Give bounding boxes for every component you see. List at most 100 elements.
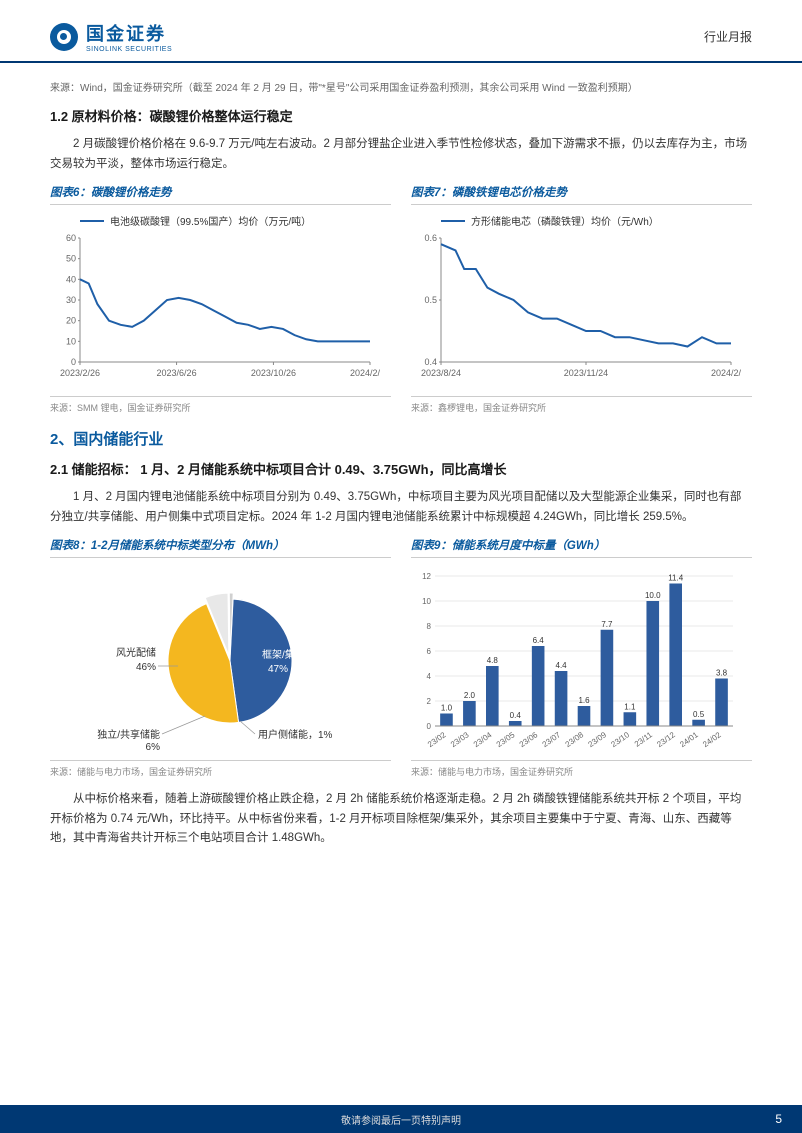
- svg-text:50: 50: [66, 254, 76, 264]
- chart6-title: 图表6：碳酸锂价格走势: [50, 184, 391, 205]
- section-2-1-body: 1 月、2 月国内锂电池储能系统中标项目分别为 0.49、3.75GWh，中标项…: [50, 488, 752, 527]
- chart9-title: 图表9：储能系统月度中标量（GWh）: [411, 537, 752, 558]
- svg-text:23/05: 23/05: [495, 730, 517, 749]
- chart-row-2: 图表8：1-2月储能系统中标类型分布（MWh） 框架/集采47%风光配储46%独…: [50, 537, 752, 778]
- section-2-1-title: 2.1 储能招标： 1 月、2 月储能系统中标项目合计 0.49、3.75GWh…: [50, 459, 752, 478]
- svg-text:7.7: 7.7: [601, 620, 613, 629]
- svg-text:4.4: 4.4: [556, 661, 568, 670]
- svg-text:23/10: 23/10: [609, 730, 631, 749]
- svg-text:0: 0: [71, 357, 76, 367]
- logo-text-en: SINOLINK SECURITIES: [86, 46, 172, 53]
- svg-text:2.0: 2.0: [464, 691, 476, 700]
- chart8-container: 框架/集采 47% 风光配储 46% 独立/共享储能6% 用户侧储能，1%: [50, 566, 391, 756]
- svg-text:风光配储: 风光配储: [116, 646, 156, 659]
- chart-row-1: 图表6：碳酸锂价格走势 电池级碳酸锂（99.5%国产）均价（万元/吨） 0 10 2…: [50, 184, 752, 414]
- chart7-legend-swatch: [441, 220, 465, 222]
- chart7-source: 来源：鑫椤锂电，国金证券研究所: [411, 396, 752, 414]
- svg-text:2024/2/26: 2024/2/26: [350, 368, 380, 378]
- chart9-block: 图表9：储能系统月度中标量（GWh） 0 2 4 6 8 10 12 1.0 23/02 2.0 2…: [411, 537, 752, 778]
- svg-text:60: 60: [66, 233, 76, 243]
- svg-text:10: 10: [66, 336, 76, 346]
- svg-text:23/12: 23/12: [655, 730, 677, 749]
- chart8-title: 图表8：1-2月储能系统中标类型分布（MWh）: [50, 537, 391, 558]
- svg-text:30: 30: [66, 295, 76, 305]
- chart9-container: 0 2 4 6 8 10 12 1.0 23/02 2.0 23/03 4.8 23/04 0.4 23/0…: [411, 566, 752, 756]
- svg-text:23/11: 23/11: [633, 730, 655, 749]
- svg-text:23/07: 23/07: [541, 730, 563, 749]
- svg-text:2023/8/24: 2023/8/24: [421, 368, 461, 378]
- body-after-charts: 从中标价格来看，随着上游碳酸锂价格止跌企稳，2 月 2h 储能系统价格逐渐走稳。…: [50, 790, 752, 849]
- chart6-legend: 电池级碳酸锂（99.5%国产）均价（万元/吨）: [50, 213, 391, 228]
- chart9-svg: 0 2 4 6 8 10 12 1.0 23/02 2.0 23/03 4.8 23/04 0.4 23/0…: [411, 566, 741, 756]
- svg-text:0.5: 0.5: [693, 710, 705, 719]
- svg-text:2023/6/26: 2023/6/26: [157, 368, 197, 378]
- svg-text:6.4: 6.4: [533, 636, 545, 645]
- svg-text:2023/10/26: 2023/10/26: [251, 368, 296, 378]
- source-note-top: 来源：Wind，国金证券研究所（截至 2024 年 2 月 29 日，带"*星号…: [50, 79, 752, 94]
- svg-text:46%: 46%: [136, 662, 156, 673]
- logo: 国金证券 SINOLINK SECURITIES: [50, 20, 172, 53]
- svg-text:24/01: 24/01: [678, 730, 700, 749]
- svg-text:12: 12: [422, 572, 431, 581]
- logo-icon: [50, 23, 78, 51]
- svg-text:23/08: 23/08: [564, 730, 586, 749]
- chart6-legend-text: 电池级碳酸锂（99.5%国产）均价（万元/吨）: [110, 213, 311, 228]
- chart7-legend-text: 方形储能电芯（磷酸铁锂）均价（元/Wh）: [471, 213, 659, 228]
- footer-text: 敬请参阅最后一页特别声明: [341, 1112, 461, 1127]
- svg-text:独立/共享储能: 独立/共享储能: [97, 728, 160, 741]
- chart6-block: 图表6：碳酸锂价格走势 电池级碳酸锂（99.5%国产）均价（万元/吨） 0 10 2…: [50, 184, 391, 414]
- svg-text:0.5: 0.5: [424, 295, 437, 305]
- svg-text:23/03: 23/03: [449, 730, 471, 749]
- svg-text:2024/2/24: 2024/2/24: [711, 368, 741, 378]
- svg-text:0.6: 0.6: [424, 233, 437, 243]
- svg-text:11.4: 11.4: [668, 574, 684, 583]
- svg-text:0: 0: [427, 722, 432, 731]
- svg-text:2023/11/24: 2023/11/24: [564, 368, 608, 378]
- svg-text:23/02: 23/02: [426, 730, 448, 749]
- svg-text:用户侧储能，1%: 用户侧储能，1%: [258, 728, 333, 741]
- section-1-2-title: 1.2 原材料价格：碳酸锂价格整体运行稳定: [50, 106, 752, 125]
- chart6-container: 0 10 20 30 40 50 60 2023/2/26 2023/6/26 2023/10/2…: [50, 232, 391, 392]
- chart7-svg: 0.4 0.5 0.6 2023/8/24 2023/11/24 2024/2/24: [411, 232, 741, 382]
- svg-text:0.4: 0.4: [510, 711, 522, 720]
- page-footer: 敬请参阅最后一页特别声明 5: [0, 1105, 802, 1133]
- chart8-source: 来源：储能与电力市场，国金证券研究所: [50, 760, 391, 778]
- svg-text:10: 10: [422, 597, 431, 606]
- svg-text:1.1: 1.1: [624, 702, 636, 711]
- svg-text:23/09: 23/09: [586, 730, 608, 749]
- chart6-legend-swatch: [80, 220, 104, 222]
- svg-text:4: 4: [427, 672, 432, 681]
- svg-text:47%: 47%: [268, 664, 288, 675]
- section-2-title: 2、国内储能行业: [50, 428, 752, 449]
- chart8-block: 图表8：1-2月储能系统中标类型分布（MWh） 框架/集采 47% 风光配储 46% 独…: [50, 537, 391, 778]
- svg-text:3.8: 3.8: [716, 669, 728, 678]
- svg-text:框架/集采: 框架/集采: [262, 648, 305, 661]
- chart6-svg: 0 10 20 30 40 50 60 2023/2/26 2023/6/26 2023/10/2…: [50, 232, 380, 382]
- svg-text:0.4: 0.4: [424, 357, 437, 367]
- logo-text-cn: 国金证券: [86, 20, 172, 46]
- chart7-container: 0.4 0.5 0.6 2023/8/24 2023/11/24 2024/2/24: [411, 232, 752, 392]
- page-number: 5: [775, 1112, 782, 1126]
- chart7-legend: 方形储能电芯（磷酸铁锂）均价（元/Wh）: [411, 213, 752, 228]
- chart9-source: 来源：储能与电力市场，国金证券研究所: [411, 760, 752, 778]
- svg-text:24/02: 24/02: [701, 730, 723, 749]
- chart8-svg: 框架/集采 47% 风光配储 46% 独立/共享储能6% 用户侧储能，1%: [50, 566, 380, 756]
- svg-text:2: 2: [427, 697, 432, 706]
- document-type: 行业月报: [704, 28, 752, 45]
- chart6-source: 来源：SMM 锂电，国金证券研究所: [50, 396, 391, 414]
- svg-text:23/04: 23/04: [472, 730, 494, 749]
- chart7-title: 图表7：磷酸铁锂电芯价格走势: [411, 184, 752, 205]
- svg-text:6%: 6%: [146, 742, 161, 753]
- svg-text:4.8: 4.8: [487, 656, 499, 665]
- svg-text:1.0: 1.0: [441, 704, 453, 713]
- svg-text:2023/2/26: 2023/2/26: [60, 368, 100, 378]
- svg-text:40: 40: [66, 274, 76, 284]
- svg-text:6: 6: [427, 647, 432, 656]
- svg-text:10.0: 10.0: [645, 591, 661, 600]
- main-content: 来源：Wind，国金证券研究所（截至 2024 年 2 月 29 日，带"*星号…: [0, 63, 802, 849]
- svg-text:1.6: 1.6: [578, 696, 590, 705]
- svg-text:8: 8: [427, 622, 432, 631]
- svg-text:23/06: 23/06: [518, 730, 540, 749]
- svg-text:20: 20: [66, 316, 76, 326]
- chart7-block: 图表7：磷酸铁锂电芯价格走势 方形储能电芯（磷酸铁锂）均价（元/Wh） 0.40…: [411, 184, 752, 414]
